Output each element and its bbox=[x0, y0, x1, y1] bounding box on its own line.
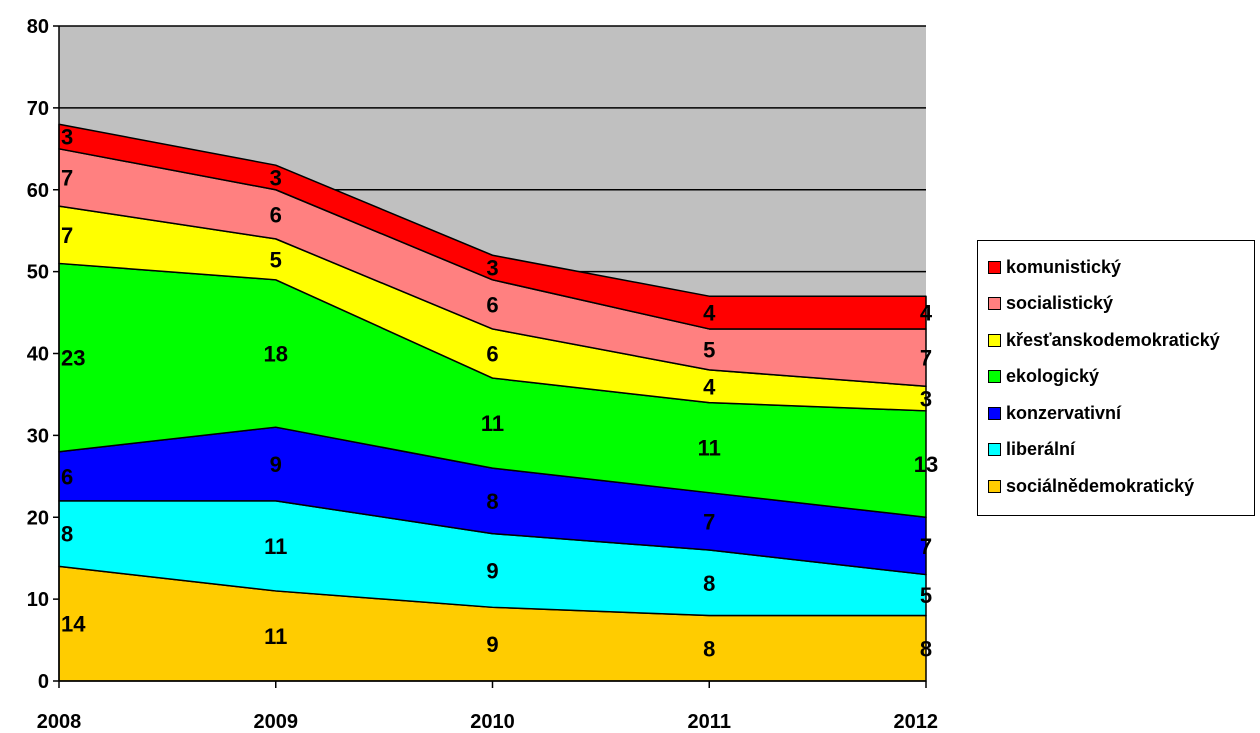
legend-item: komunistický bbox=[988, 255, 1121, 279]
data-label: 11 bbox=[264, 534, 287, 559]
legend-swatch bbox=[988, 297, 1001, 310]
x-tick-label: 2009 bbox=[254, 711, 299, 733]
data-label: 6 bbox=[270, 202, 282, 227]
data-label: 8 bbox=[703, 571, 715, 596]
data-label: 3 bbox=[270, 165, 282, 190]
x-tick-label: 2010 bbox=[470, 711, 515, 733]
y-tick-label: 10 bbox=[27, 589, 49, 611]
y-tick-label: 0 bbox=[38, 671, 49, 693]
legend-item: socialistický bbox=[988, 292, 1113, 316]
data-label: 3 bbox=[61, 125, 73, 150]
data-label: 14 bbox=[61, 612, 86, 637]
data-label: 4 bbox=[703, 374, 716, 399]
legend-label: křesťanskodemokratický bbox=[1006, 329, 1220, 350]
legend-item: konzervativní bbox=[988, 401, 1121, 425]
legend-item: ekologický bbox=[988, 365, 1099, 389]
legend-swatch bbox=[988, 333, 1001, 347]
data-label: 7 bbox=[920, 346, 932, 371]
data-label: 9 bbox=[270, 452, 282, 477]
legend-item: sociálnědemokratický bbox=[988, 474, 1194, 498]
legend-label: sociálnědemokratický bbox=[1006, 475, 1195, 496]
data-label: 5 bbox=[920, 583, 932, 608]
y-tick-label: 20 bbox=[27, 507, 49, 529]
data-label: 11 bbox=[264, 624, 287, 649]
data-label: 5 bbox=[270, 247, 282, 272]
data-label: 7 bbox=[920, 534, 932, 559]
legend-item: liberální bbox=[988, 438, 1075, 462]
y-tick-label: 30 bbox=[27, 425, 49, 447]
data-label: 7 bbox=[61, 165, 73, 190]
data-label: 8 bbox=[486, 489, 498, 514]
data-label: 8 bbox=[920, 636, 932, 661]
y-tick-label: 70 bbox=[27, 98, 49, 120]
legend-item: křesťanskodemokratický bbox=[988, 328, 1220, 352]
x-tick-label: 2012 bbox=[894, 711, 939, 733]
legend: komunistický socialistický křesťanskodemok… bbox=[977, 240, 1255, 516]
y-tick-label: 50 bbox=[27, 262, 49, 284]
legend-swatch bbox=[988, 479, 1001, 493]
legend-swatch bbox=[988, 370, 1001, 383]
legend-label: komunistický bbox=[1006, 256, 1122, 277]
data-label: 9 bbox=[486, 558, 498, 583]
legend-swatch bbox=[988, 406, 1001, 420]
data-label: 13 bbox=[914, 452, 938, 477]
data-label: 4 bbox=[703, 301, 716, 326]
data-label: 8 bbox=[61, 522, 73, 547]
area-series-6 bbox=[58, 123, 927, 330]
data-label: 4 bbox=[920, 301, 933, 326]
legend-swatch bbox=[988, 260, 1001, 274]
legend-label: socialistický bbox=[1006, 293, 1114, 313]
data-label: 9 bbox=[486, 632, 498, 657]
x-tick-label: 2008 bbox=[37, 711, 82, 733]
legend-label: konzervativní bbox=[1006, 402, 1122, 423]
data-label: 6 bbox=[61, 464, 73, 489]
legend-label: liberální bbox=[1006, 439, 1076, 459]
data-label: 8 bbox=[703, 636, 715, 661]
legend-swatch bbox=[988, 443, 1001, 456]
data-label: 6 bbox=[486, 292, 498, 317]
legend-label: ekologický bbox=[1006, 366, 1100, 386]
data-label: 6 bbox=[486, 342, 498, 367]
data-label: 23 bbox=[61, 346, 85, 371]
data-label: 3 bbox=[920, 387, 932, 412]
x-tick-label: 2011 bbox=[688, 711, 731, 733]
data-label: 11 bbox=[481, 411, 504, 436]
y-tick-label: 60 bbox=[27, 180, 49, 202]
y-tick-label: 80 bbox=[27, 16, 49, 38]
y-tick-label: 40 bbox=[27, 344, 49, 366]
data-label: 3 bbox=[486, 256, 498, 281]
data-label: 7 bbox=[61, 223, 73, 248]
data-label: 7 bbox=[703, 509, 715, 534]
data-label: 18 bbox=[264, 342, 288, 367]
data-label: 11 bbox=[698, 436, 721, 461]
data-label: 5 bbox=[703, 337, 715, 362]
